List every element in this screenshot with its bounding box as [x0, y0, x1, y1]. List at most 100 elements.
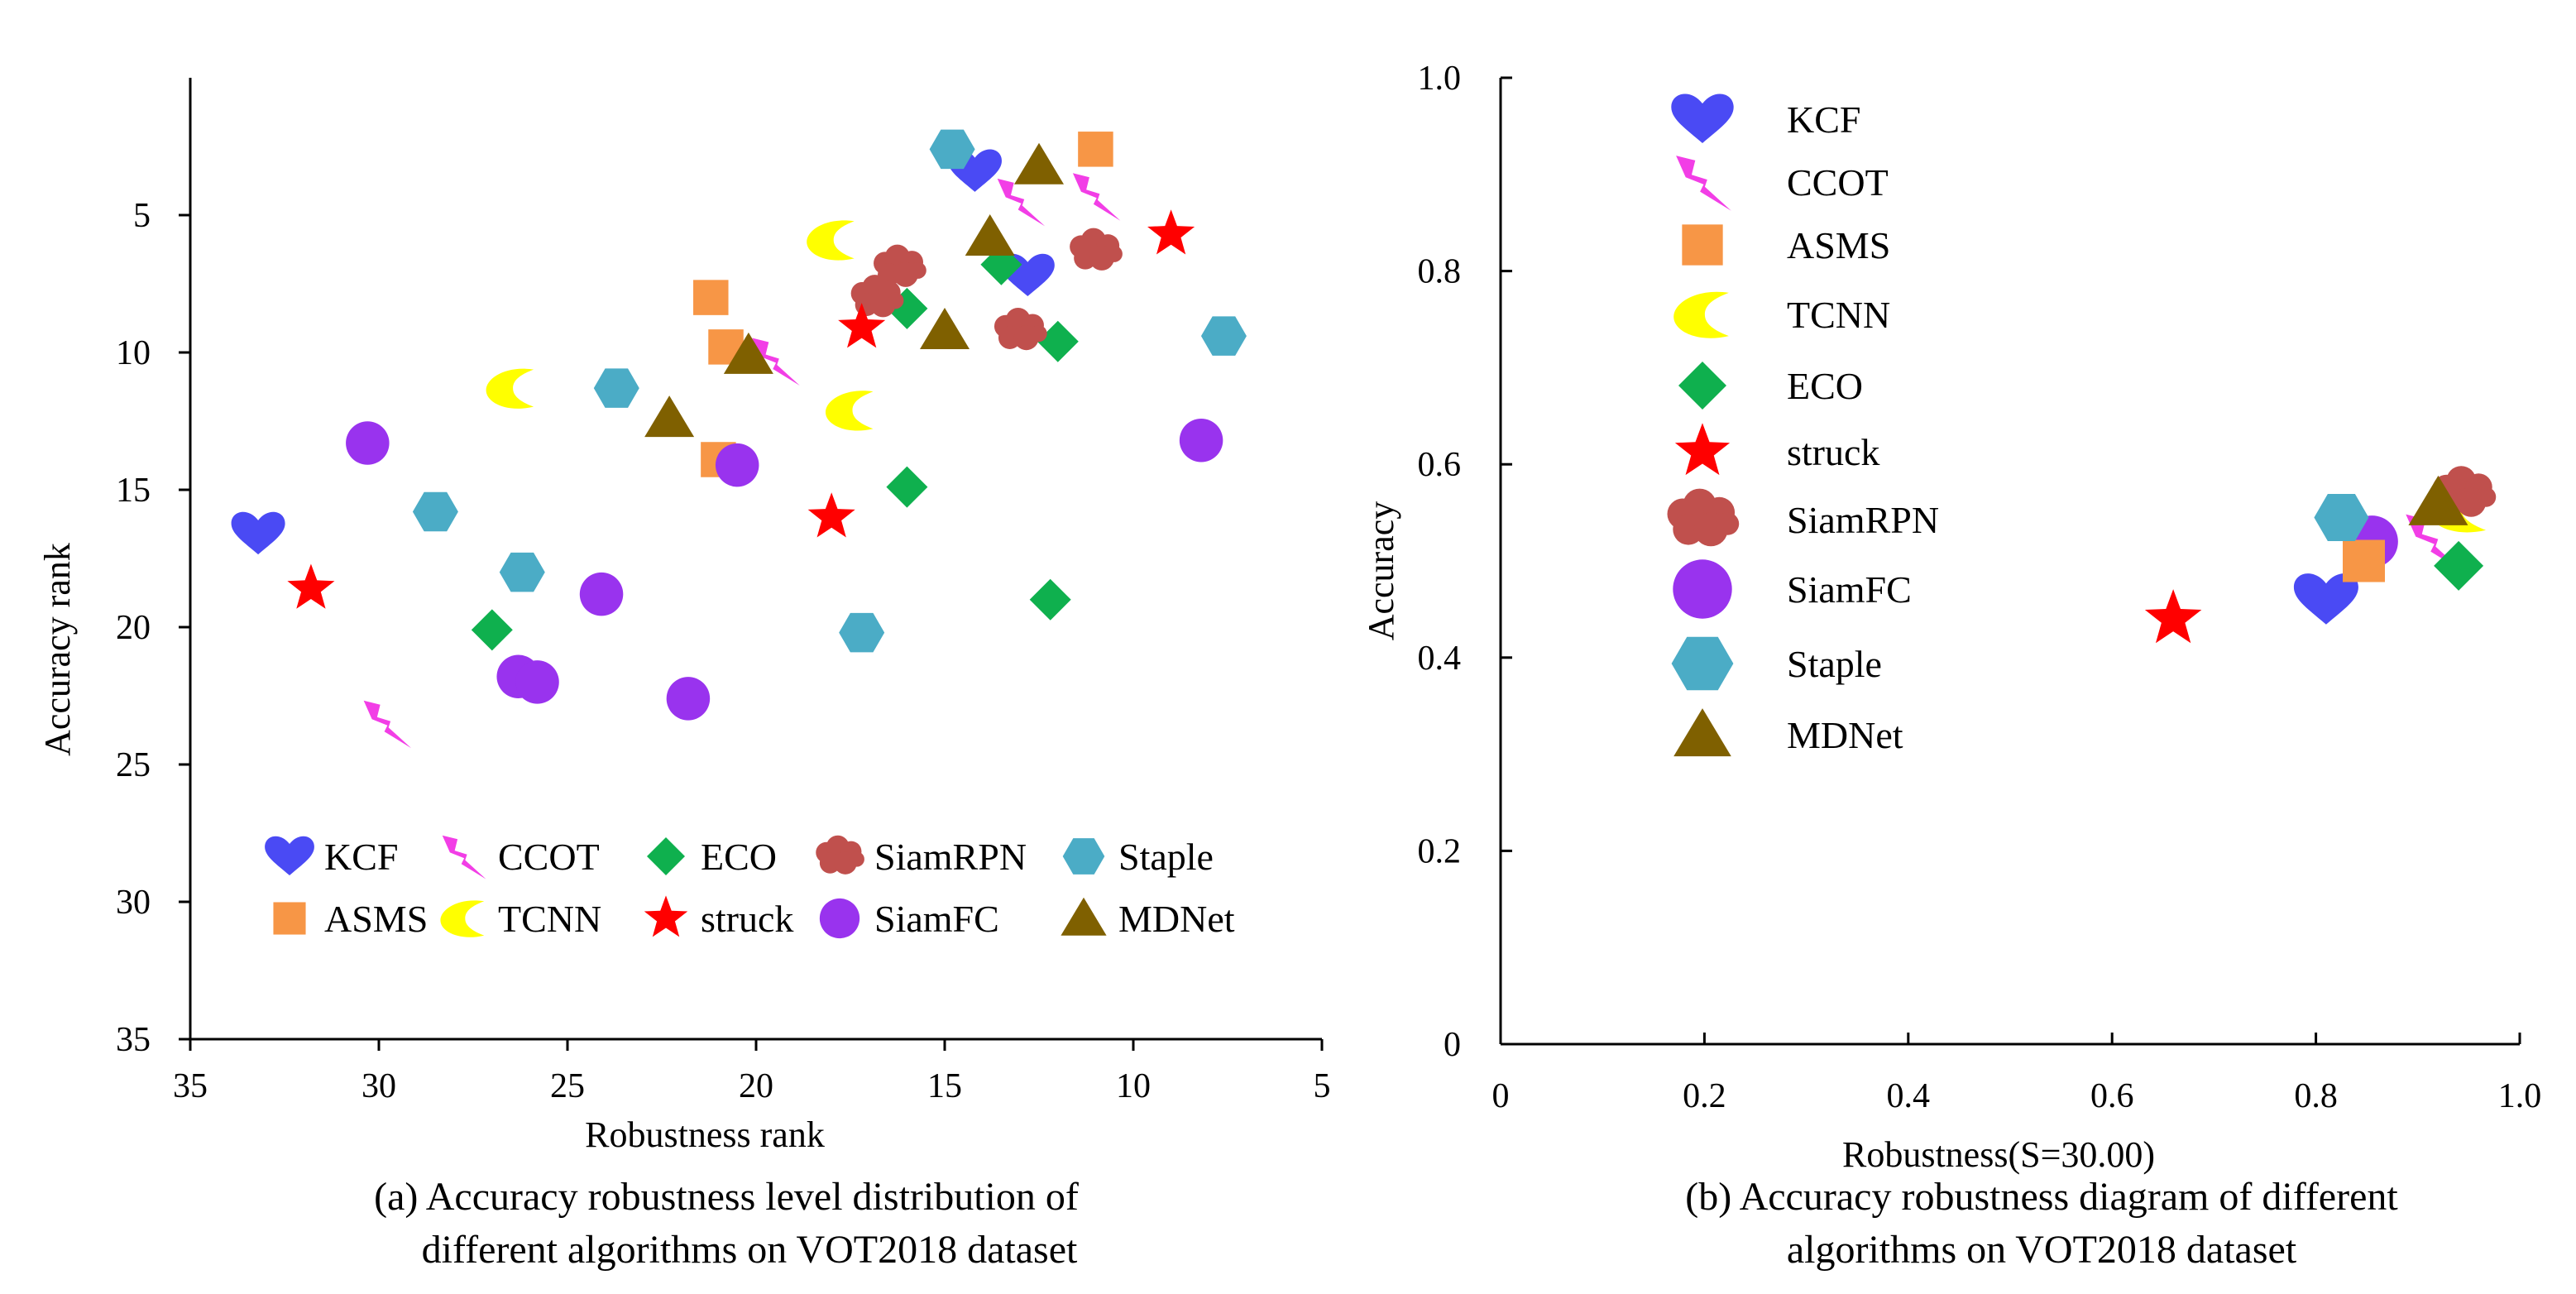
legend-label-staple: Staple	[1787, 643, 1882, 685]
point-mdnet	[2408, 475, 2468, 525]
legend-marker-siamfc	[819, 898, 860, 939]
x-tick-label: 0.6	[2090, 1077, 2134, 1115]
legend-marker-staple	[1671, 636, 1734, 691]
point-struck	[1147, 209, 1195, 255]
point-asms	[1078, 132, 1113, 167]
point-eco	[2434, 540, 2484, 591]
x-tick-label: 30	[362, 1067, 396, 1105]
caption-line-2: algorithms on VOT2018 dataset	[1787, 1228, 2297, 1272]
point-tcnn	[486, 368, 534, 409]
y-tick-label: 15	[116, 472, 151, 510]
legend-label-staple: Staple	[1118, 836, 1214, 878]
legend-marker-tcnn	[440, 900, 485, 937]
point-mdnet	[723, 332, 773, 374]
point-siamfc	[346, 421, 390, 465]
x-axis-label: Robustness rank	[585, 1114, 825, 1155]
x-tick-label: 15	[927, 1067, 962, 1105]
legend-label-struck: struck	[701, 898, 793, 940]
point-mdnet	[644, 395, 695, 438]
legend-label-siamfc: SiamFC	[874, 898, 999, 940]
point-eco	[886, 466, 928, 508]
legend-marker-kcf	[1671, 93, 1734, 143]
caption-line-1: (a) Accuracy robustness level distributi…	[374, 1175, 1079, 1219]
y-tick-label: 0.2	[1418, 832, 1462, 870]
x-tick-label: 0.8	[2294, 1077, 2338, 1115]
legend-label-ccot: CCOT	[1787, 161, 1889, 204]
point-siamrpn	[1070, 228, 1123, 271]
point-eco	[471, 609, 513, 651]
x-tick-label: 1.0	[2498, 1077, 2542, 1115]
legend-marker-mdnet	[1061, 897, 1107, 936]
x-tick-label: 0.4	[1887, 1077, 1931, 1115]
point-mdnet	[920, 307, 970, 349]
legend-label-asms: ASMS	[1787, 224, 1890, 266]
legend-marker-ccot	[442, 835, 486, 879]
y-axis-label: Accuracy rank	[37, 543, 78, 756]
legend-marker-tcnn	[1673, 291, 1729, 338]
x-tick-label: 25	[550, 1067, 585, 1105]
chart-panel-a: 35 30 25 20 15 10 5 5 10 15 20 25 30 35 Robustness ran…	[37, 78, 1331, 1272]
point-asms	[693, 280, 729, 315]
legend-marker-ccot	[1676, 156, 1731, 211]
point-ccot	[1072, 173, 1121, 221]
point-asms	[2343, 539, 2386, 582]
point-siamfc	[1179, 418, 1223, 462]
legend-label-kcf: KCF	[324, 836, 398, 878]
chart-panel-b: 0 0.2 0.4 0.6 0.8 1.0 0 0.2 0.4 0.6 0.8 1.0 Robustne…	[1361, 60, 2541, 1272]
y-tick-label: 35	[116, 1021, 151, 1059]
legend-marker-asms	[1682, 224, 1723, 266]
legend-marker-siamfc	[1673, 559, 1732, 619]
point-siamrpn	[850, 275, 904, 318]
point-siamrpn	[994, 307, 1047, 351]
point-staple	[929, 129, 975, 170]
point-ccot	[752, 338, 800, 386]
legend-label-tcnn: TCNN	[1787, 294, 1890, 336]
point-eco	[1037, 320, 1079, 362]
legend-label-kcf: KCF	[1787, 98, 1860, 141]
y-tick-label: 5	[133, 197, 151, 235]
point-siamfc	[579, 572, 624, 616]
point-struck	[807, 492, 855, 538]
legend-label-siamrpn: SiamRPN	[1787, 499, 1939, 541]
legend-label-mdnet: MDNet	[1118, 898, 1235, 940]
legend-marker-kcf	[265, 836, 314, 875]
x-tick-label: 10	[1116, 1067, 1151, 1105]
y-tick-label: 0.6	[1418, 446, 1462, 484]
x-tick-label: 5	[1314, 1067, 1331, 1105]
point-kcf	[2293, 573, 2358, 625]
point-siamrpn	[874, 244, 926, 287]
legend-marker-siamrpn	[816, 835, 864, 875]
legend-marker-struck	[644, 895, 688, 937]
legend-marker-eco	[647, 837, 685, 875]
x-tick-label: 0	[1492, 1077, 1510, 1115]
point-siamfc	[715, 443, 759, 487]
point-ccot	[363, 700, 412, 749]
legend-label-siamrpn: SiamRPN	[874, 836, 1027, 878]
legend-marker-mdnet	[1673, 708, 1731, 757]
point-staple	[412, 491, 458, 532]
caption-line-1: (b) Accuracy robustness diagram of diffe…	[1685, 1175, 2398, 1219]
legend-marker-eco	[1678, 362, 1726, 410]
y-tick-label: 20	[116, 609, 151, 647]
point-staple	[1200, 316, 1247, 356]
legend-label-eco: ECO	[1787, 365, 1863, 407]
y-tick-label: 0.8	[1418, 253, 1462, 291]
y-tick-label: 0	[1444, 1026, 1461, 1064]
point-siamfc	[666, 677, 711, 721]
legend-label-eco: ECO	[701, 836, 777, 878]
legend-label-ccot: CCOT	[498, 836, 600, 878]
y-tick-label: 1.0	[1418, 60, 1462, 98]
point-ccot	[2406, 514, 2463, 572]
point-mdnet	[965, 214, 1015, 256]
point-staple	[499, 552, 545, 592]
point-eco	[1029, 578, 1071, 621]
y-axis-label: Accuracy	[1361, 501, 1401, 641]
legend-label-struck: struck	[1787, 431, 1879, 473]
legend-label-siamfc: SiamFC	[1787, 568, 1912, 611]
point-staple	[839, 612, 885, 653]
y-tick-label: 0.4	[1418, 640, 1462, 678]
legend-marker-asms	[273, 902, 306, 935]
y-tick-label: 10	[116, 334, 151, 372]
point-tcnn	[807, 220, 855, 261]
